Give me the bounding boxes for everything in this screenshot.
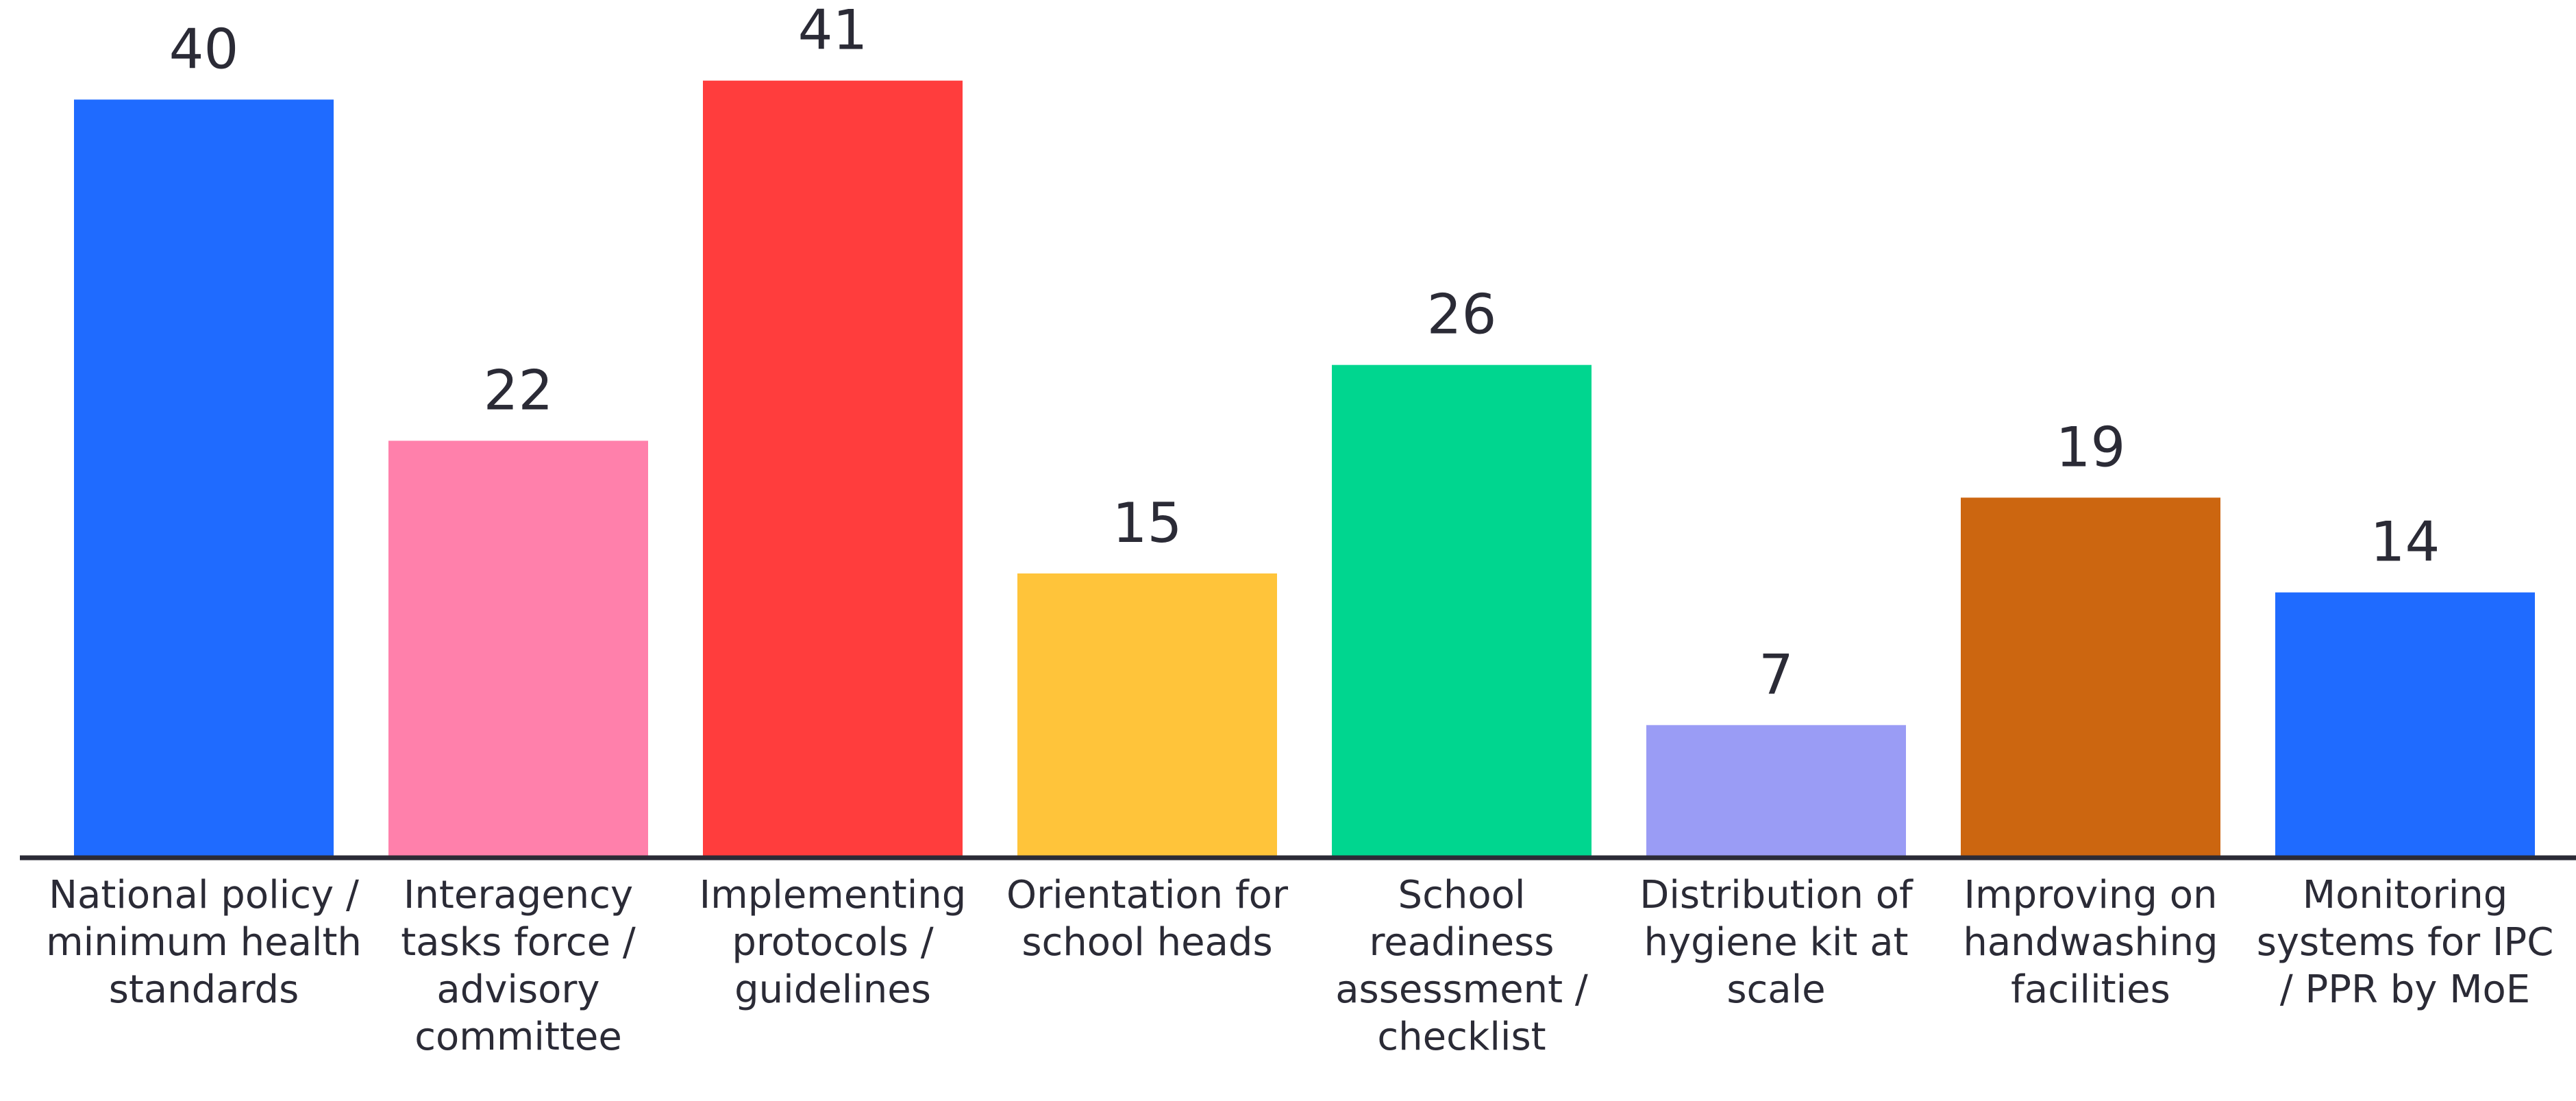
- value-label: 14: [2370, 510, 2440, 574]
- value-label: 41: [798, 0, 868, 62]
- value-label: 26: [1427, 283, 1497, 347]
- x-tick-label: Improving on handwashing facilities: [1963, 873, 2218, 1012]
- value-label: 22: [484, 358, 554, 422]
- value-label: 19: [2056, 415, 2126, 479]
- bar: [1646, 725, 1906, 858]
- value-label: 40: [169, 17, 239, 81]
- bar: [2275, 592, 2535, 858]
- bar: [703, 80, 963, 858]
- x-tick-label: National policy / minimum health standar…: [46, 873, 362, 1012]
- x-tick-label: Monitoring systems for IPC / PPR by MoE: [2256, 873, 2554, 1012]
- bar: [74, 99, 334, 858]
- value-label: 15: [1113, 491, 1182, 555]
- x-tick-label: Implementing protocols / guidelines: [699, 873, 967, 1012]
- bar: [1961, 497, 2220, 858]
- bar: [1017, 573, 1277, 858]
- value-label: 7: [1759, 643, 1794, 706]
- bar: [388, 441, 648, 858]
- x-tick-label: Orientation for school heads: [1006, 873, 1288, 965]
- bar: [1332, 364, 1592, 858]
- x-tick-label: Interagency tasks force / advisory commi…: [401, 873, 636, 1059]
- x-tick-label: School readiness assessment / checklist: [1335, 873, 1588, 1059]
- x-tick-label: Distribution of hygiene kit at scale: [1639, 873, 1913, 1012]
